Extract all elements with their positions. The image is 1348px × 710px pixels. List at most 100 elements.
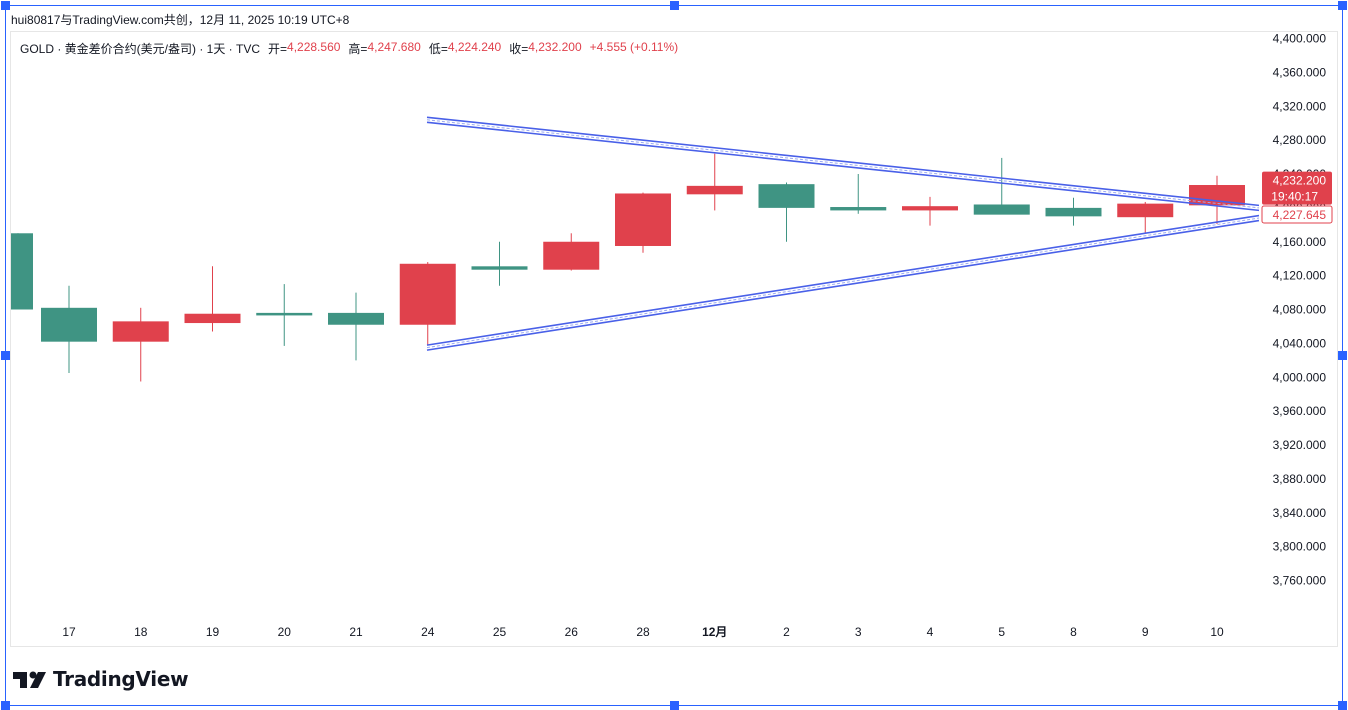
resize-handle-mr[interactable] [1338, 351, 1347, 360]
legend-open-value: 4,228.560 [287, 40, 341, 54]
chart-panel [10, 31, 1338, 647]
legend-low-label: 低= [428, 42, 448, 56]
candle [830, 174, 887, 214]
legend-change: +4.555 (+0.11%) [589, 40, 679, 54]
x-tick-label: 28 [636, 625, 650, 639]
candle-body [830, 207, 887, 211]
legend-high-value: 4,247.680 [367, 40, 421, 54]
x-tick-label: 8 [1070, 625, 1077, 639]
countdown-label: 19:40:17 [1271, 190, 1318, 204]
x-tick-label: 9 [1142, 625, 1149, 639]
resize-handle-bm[interactable] [670, 701, 679, 710]
legend-symbol: GOLD · 黄金差价合约(美元/盎司) · 1天 · TVC [20, 42, 261, 56]
resize-handle-ml[interactable] [1, 351, 10, 360]
candle-body [902, 206, 958, 211]
y-tick-label: 4,320.000 [1273, 99, 1327, 113]
candle [184, 266, 241, 332]
candle-body [184, 313, 241, 324]
trendline-center [426, 119, 1259, 209]
candle-body [615, 193, 671, 246]
x-tick-label: 3 [855, 625, 862, 639]
candle-body [399, 263, 456, 325]
tradingview-logo-text: TradingView [53, 667, 189, 691]
legend-low-value: 4,224.240 [447, 40, 502, 54]
x-tick-label: 2 [783, 625, 790, 639]
y-tick-label: 4,120.000 [1273, 269, 1327, 283]
candle [11, 233, 33, 310]
resize-handle-tm[interactable] [670, 1, 679, 10]
candle-body [1189, 185, 1245, 206]
legend-high-label: 高= [348, 42, 368, 56]
line-price-label: 4,227.645 [1273, 208, 1327, 222]
y-tick-label: 3,840.000 [1273, 506, 1327, 520]
legend-close-value: 4,232.200 [528, 40, 582, 54]
candle-body [758, 184, 815, 208]
candle-body [41, 307, 97, 342]
candle [471, 241, 528, 286]
candle-body [543, 241, 600, 270]
x-tick-label: 10 [1210, 625, 1224, 639]
trendline-edge [426, 214, 1259, 346]
candle-body [112, 321, 169, 342]
candle-body [1117, 203, 1174, 218]
candle-body [686, 185, 743, 195]
candle [758, 182, 815, 242]
resize-handle-tl[interactable] [1, 1, 10, 10]
y-tick-label: 4,360.000 [1273, 65, 1327, 79]
candle [1117, 201, 1174, 234]
x-tick-label: 4 [927, 625, 934, 639]
candle [328, 292, 384, 361]
y-tick-label: 3,760.000 [1273, 574, 1327, 588]
resize-handle-tr[interactable] [1338, 1, 1347, 10]
candle [399, 262, 456, 346]
tradingview-logo: TradingView [13, 667, 189, 691]
x-tick-label: 12月 [702, 625, 727, 639]
candle [902, 196, 958, 226]
last-price-badge [1262, 171, 1332, 205]
plot-area [11, 116, 1259, 382]
candle-body [471, 266, 528, 270]
y-tick-label: 4,400.000 [1273, 32, 1327, 46]
trendline-edge [426, 121, 1259, 212]
y-tick-label: 4,280.000 [1273, 133, 1327, 147]
resize-handle-br[interactable] [1338, 701, 1347, 710]
y-tick-label: 3,800.000 [1273, 540, 1327, 554]
y-tick-label: 3,960.000 [1273, 404, 1327, 418]
x-tick-label: 18 [134, 625, 148, 639]
x-tick-label: 20 [278, 625, 292, 639]
resize-handle-bl[interactable] [1, 701, 10, 710]
y-tick-label: 3,920.000 [1273, 438, 1327, 452]
candle [686, 153, 743, 211]
candle [41, 285, 97, 374]
candle [1045, 197, 1102, 226]
trendline-edge [426, 116, 1259, 207]
y-tick-label: 4,040.000 [1273, 336, 1327, 350]
snapshot-caption: hui80817与TradingView.com共创，12月 11, 2025 … [11, 13, 350, 27]
x-tick-label: 24 [421, 625, 435, 639]
lower-trendline [426, 214, 1259, 351]
candle-body [1045, 207, 1102, 217]
candle-body [256, 312, 313, 316]
candle [112, 307, 169, 382]
tradingview-logo-icon [13, 671, 46, 688]
symbol-legend: GOLD · 黄金差价合约(美元/盎司) · 1天 · TVC 开= 4,228… [20, 40, 678, 57]
candle [1189, 175, 1245, 224]
y-tick-label: 3,880.000 [1273, 472, 1327, 486]
x-tick-label: 17 [62, 625, 76, 639]
x-tick-label: 26 [565, 625, 579, 639]
last-price-label: 4,232.200 [1273, 174, 1327, 188]
y-tick-label: 4,160.000 [1273, 235, 1327, 249]
trendline-center [426, 217, 1259, 349]
y-tick-label: 4,000.000 [1273, 370, 1327, 384]
x-tick-label: 19 [206, 625, 220, 639]
trendline-edge [426, 219, 1259, 351]
candle-body [328, 312, 384, 325]
candle [973, 157, 1030, 215]
candle [543, 233, 600, 271]
candle-body [973, 204, 1030, 215]
x-tick-label: 25 [493, 625, 507, 639]
x-tick-label: 21 [349, 625, 363, 639]
candle [256, 284, 313, 346]
legend-close-label: 收= [509, 42, 529, 56]
